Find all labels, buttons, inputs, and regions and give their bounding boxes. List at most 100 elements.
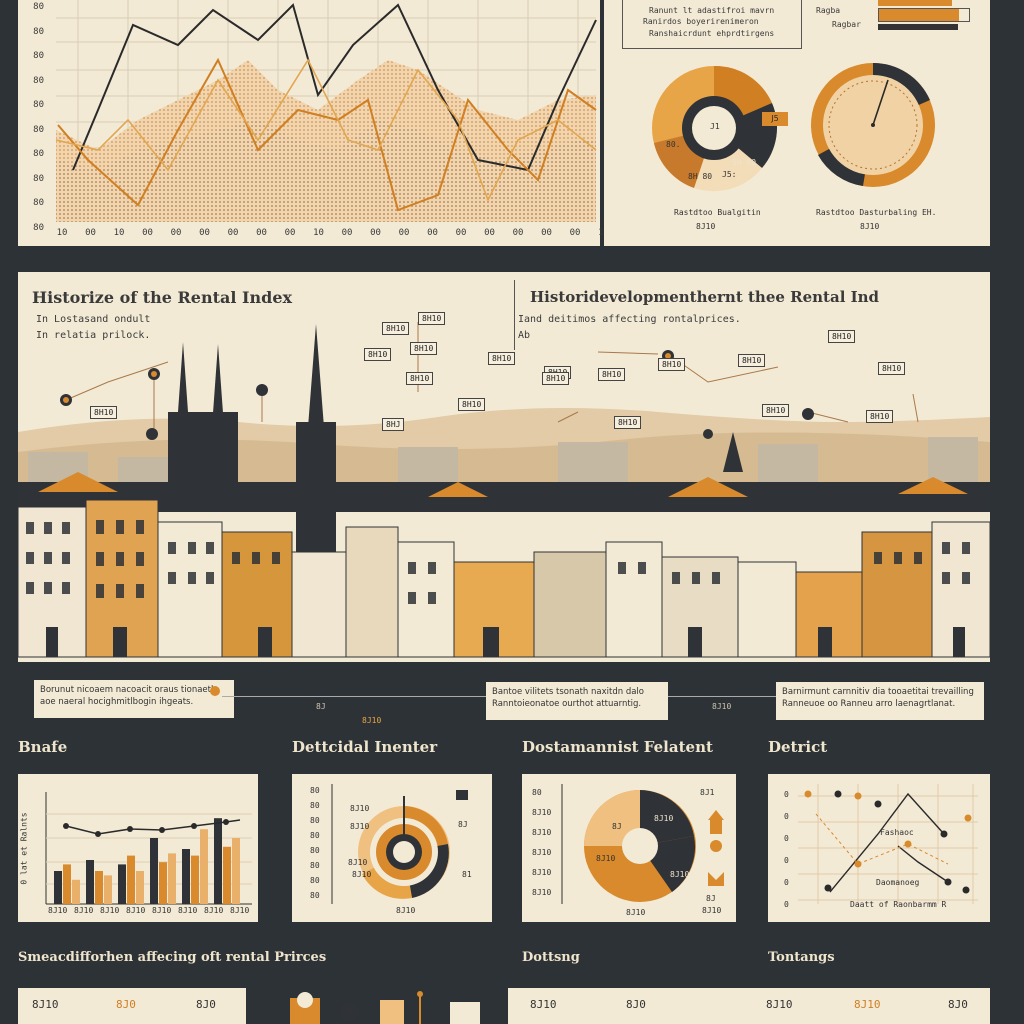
x-tick: 00	[541, 228, 552, 238]
donut-label-3: 8J	[458, 820, 468, 829]
y-tick: 80	[33, 75, 44, 86]
x-tick: 00	[341, 228, 353, 238]
price-tag: 8HJ	[382, 418, 405, 431]
price-tag: 8H10	[762, 404, 790, 417]
x-tick: 10	[56, 228, 68, 238]
x-tick: 00	[256, 228, 267, 238]
donut1-value: 8J10	[696, 222, 716, 231]
x-tick: 00	[484, 228, 495, 238]
x-tick: 00	[512, 228, 524, 238]
bar	[200, 829, 208, 904]
section-title-1: Bnafe	[18, 738, 68, 756]
donut-y-tick: 80	[310, 876, 320, 885]
history-subtitle-right-1: Iand deitimos affecting rontalprices.	[518, 314, 741, 325]
bar	[86, 860, 94, 904]
bar-x-tick: 8J10	[152, 906, 172, 915]
price-tag: 8H10	[738, 354, 766, 367]
donut-chart	[331, 784, 468, 904]
pie-label-2: 8J10	[654, 814, 674, 823]
x-tick: 10	[313, 228, 324, 238]
price-tag: 8H10	[364, 348, 392, 361]
bar	[182, 849, 190, 904]
cityscape-illustration	[18, 322, 990, 658]
donut1-pointer-tag: J5	[762, 112, 788, 126]
callout-2-line-2: Ranntoieonatoe ourthot attuarntig.	[492, 699, 642, 709]
bar	[104, 875, 112, 904]
bottom-icons	[290, 991, 480, 1024]
donut-y-tick: 80	[310, 846, 320, 855]
bar-chart-panel: 0 lat et Ralnts 8J10 8J10 8J10 8J10 8J10 8J10…	[18, 774, 258, 922]
scatter-y-tick: 0	[784, 900, 789, 909]
scatter-y-tick: 0	[784, 834, 789, 843]
donut1-label-2: J5:	[722, 170, 737, 179]
bar	[118, 864, 126, 904]
bottom-2-val-2: 8J0	[626, 998, 646, 1011]
info-box: Ranunt lt adastifroi mavrn Ranirdos boye…	[622, 0, 802, 49]
gauge-chart-right	[811, 62, 935, 187]
donut-y-tick: 80	[310, 786, 320, 795]
bottom-panel-2: 8J10 8J0 8J10 8J10 8J0	[508, 988, 990, 1024]
price-tag: 8H10	[90, 406, 118, 419]
pie-label-1: 8J	[612, 822, 622, 831]
callout-box-1: Borunut nicoaem nacoacit oraus tionaeth.…	[34, 680, 234, 718]
bottom-2-val-1: 8J10	[530, 998, 557, 1011]
y-tick: 80	[33, 51, 44, 61]
donut-y-tick: 80	[310, 831, 320, 840]
pie-y-tick: 8J10	[532, 888, 552, 897]
bottom-1-val-2: 8J0	[116, 998, 136, 1011]
line-series-orange	[57, 57, 597, 212]
pie-chart	[561, 784, 724, 904]
bottom-2-val-3: 8J10	[766, 998, 793, 1011]
x-tick: 00	[227, 228, 239, 238]
price-tag: 8H10	[542, 372, 570, 385]
callout-box-3: Barnirmunt carnnitiv dia tooaetitai trev…	[776, 682, 984, 720]
callout-box-2: Bantoe vilitets tsonath naxitdn dalo Ran…	[486, 682, 668, 720]
callout-1-marker	[210, 686, 220, 696]
bar	[191, 855, 199, 904]
info-line-2: Ranirdos boyerirenimeron	[643, 17, 759, 26]
line-series-tan	[55, 58, 597, 202]
donut-label-4: 8J10	[348, 858, 368, 867]
price-tag: 8H10	[614, 416, 642, 429]
bottom-title-1: Smeacdifforhen affecing oft rental Prirc…	[18, 950, 327, 965]
legend-bar-2	[878, 8, 970, 22]
scatter-y-tick: 0	[784, 790, 789, 799]
bottom-2-val-4: 8J10	[854, 998, 881, 1011]
info-line-1: Ranunt lt adastifroi mavrn	[649, 6, 775, 15]
x-tick: 00	[85, 228, 96, 238]
donut-label-1: 8J10	[350, 804, 370, 813]
timeline-line	[222, 696, 490, 697]
bar	[54, 871, 62, 904]
bar-x-tick: 8J10	[126, 906, 146, 915]
bar	[72, 879, 80, 904]
section-title-4: Detrict	[768, 738, 828, 756]
bar	[159, 862, 167, 904]
scatter-label-1: Fashaoc	[880, 828, 914, 837]
bottom-1-val-1: 8J10	[32, 998, 59, 1011]
bar-x-tick: 8J10	[100, 906, 120, 915]
scatter-chart-panel: 0 0 0 0 0 0 Fashaoc Daomanoeg Daatt of Raonba…	[768, 774, 990, 922]
bar-chart-y-label: 0 lat et Ralnts	[19, 812, 29, 885]
y-tick: 80	[33, 173, 44, 184]
pie-side-2: 8J	[706, 894, 716, 903]
legend-label-2: Ragbar	[832, 20, 861, 29]
bar	[232, 838, 240, 904]
scatter-y-tick: 0	[784, 878, 789, 887]
callout-3-line-2: Ranneuoe oo Ranneu arro laenagrtlanat.	[782, 699, 956, 709]
pie-side-1: 8J1	[700, 788, 715, 797]
line-series-dark	[72, 3, 597, 172]
price-tag: 8H10	[598, 368, 626, 381]
y-tick: 80	[33, 2, 44, 12]
timeline-line-2	[660, 696, 780, 697]
scatter-y-tick: 0	[784, 812, 789, 821]
top-right-summary-panel: Ranunt lt adastifroi mavrn Ranirdos boye…	[604, 0, 990, 246]
price-tag: 8H10	[382, 322, 410, 335]
price-tag: 8H10	[866, 410, 894, 423]
donut-chart-left	[652, 65, 778, 192]
callout-1-line-2: aoe naeral hocighmitlbogin ihgeats.	[40, 697, 194, 707]
price-tag: 8H10	[458, 398, 486, 411]
area-line-chart	[55, 0, 597, 222]
donut1-label-1: 80.	[666, 140, 681, 149]
bar	[127, 855, 135, 904]
history-subtitle-left-1: In Lostasand ondult	[36, 314, 151, 325]
